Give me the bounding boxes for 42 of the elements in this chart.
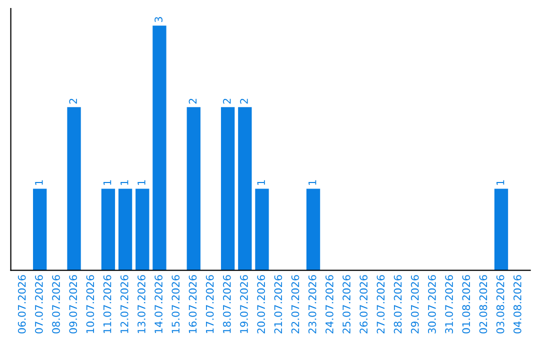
data-label: 1	[120, 180, 128, 185]
x-tick-label: 19.07.2026	[240, 275, 248, 333]
x-tick-label: 23.07.2026	[308, 275, 316, 334]
x-tick-label: 01.08.2026	[462, 275, 470, 334]
x-tick-label: 04.08.2026	[513, 275, 522, 334]
data-label: 1	[308, 180, 316, 185]
x-tick-label: 11.07.2026	[103, 275, 112, 333]
x-tick-label: 22.07.2026	[291, 275, 300, 334]
x-tick-label: 15.07.2026	[172, 275, 180, 333]
data-label: 2	[240, 98, 248, 104]
data-label: 1	[496, 180, 504, 185]
x-tick-label: 14.07.2026	[154, 275, 162, 333]
data-label: 3	[154, 17, 162, 22]
x-tick-label: 16.07.2026	[188, 275, 197, 333]
x-tick-label: 09.07.2026	[69, 275, 78, 334]
x-tick-label: 08.07.2026	[52, 275, 60, 334]
x-tick-label: 02.08.2026	[479, 275, 488, 334]
data-label: 1	[35, 180, 43, 185]
x-tick-label: 20.07.2026	[257, 275, 266, 334]
data-label: 2	[69, 98, 77, 104]
data-label: 1	[138, 180, 146, 185]
x-tick-label: 10.07.2026	[86, 275, 94, 333]
x-tick-label: 17.07.2026	[206, 275, 214, 333]
x-tick-label: 24.07.2026	[325, 275, 334, 334]
x-tick-label: 28.07.2026	[394, 275, 402, 334]
data-label: 2	[188, 98, 197, 104]
x-tick-label: 06.07.2026	[18, 275, 26, 334]
x-tick-label: 30.07.2026	[428, 275, 436, 334]
x-tick-label: 12.07.2026	[120, 275, 128, 333]
data-label: 1	[257, 180, 265, 185]
x-tick-label: 27.07.2026	[376, 275, 385, 334]
x-tick-label: 07.07.2026	[34, 275, 43, 334]
data-label: 2	[222, 98, 231, 104]
data-label: 1	[103, 180, 112, 185]
x-tick-label: 31.07.2026	[445, 275, 453, 334]
x-tick-label: 13.07.2026	[138, 275, 146, 333]
x-tick-label: 25.07.2026	[342, 275, 350, 334]
x-tick-label: 26.07.2026	[360, 275, 368, 334]
x-tick-label: 18.07.2026	[222, 275, 231, 333]
x-tick-label: 03.08.2026	[496, 275, 504, 334]
x-tick-label: 21.07.2026	[274, 275, 282, 334]
x-tick-label: 29.07.2026	[410, 275, 419, 334]
